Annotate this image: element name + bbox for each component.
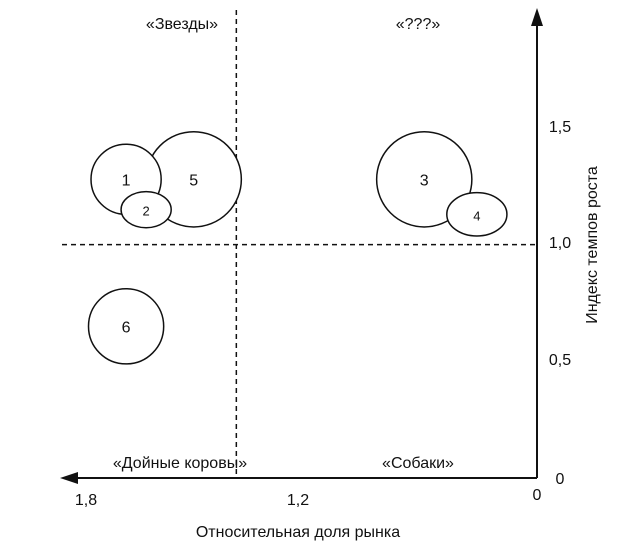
bubble-label-5: 5 xyxy=(189,172,198,189)
quadrant-label-dogs: «Собаки» xyxy=(382,455,454,472)
bubbles-layer: 5 3 6 1 4 2 xyxy=(87,130,508,365)
x-tick-label: 1,2 xyxy=(287,492,309,509)
bubble-4 xyxy=(446,191,508,237)
quadrant-label-cash-cows: «Дойные коровы» xyxy=(113,455,247,472)
quadrant-label-question: «???» xyxy=(396,16,441,33)
y-tick-label: 1,5 xyxy=(549,119,571,136)
bubble-label-2: 2 xyxy=(143,204,150,219)
bubble-label-4: 4 xyxy=(473,208,480,223)
x-axis-title: Относительная доля рынка xyxy=(196,524,400,541)
bubble-label-6: 6 xyxy=(122,319,131,336)
bubble-3 xyxy=(375,130,473,228)
bubble-2 xyxy=(120,190,172,229)
y-axis-arrow-icon xyxy=(531,8,543,26)
bubble-label-1: 1 xyxy=(122,172,131,189)
y-axis-title: Индекс темпов роста xyxy=(584,166,601,324)
bubble-label-3: 3 xyxy=(420,172,429,189)
x-axis-arrow-icon xyxy=(60,472,78,484)
y-tick-label: 1,0 xyxy=(549,235,571,252)
y-tick-label: 0,5 xyxy=(549,352,571,369)
bubble-6 xyxy=(87,288,165,365)
x-tick-label: 1,8 xyxy=(75,492,97,509)
x-tick-label: 0 xyxy=(533,487,542,504)
y-tick-label: 0 xyxy=(556,471,565,488)
quadrant-label-stars: «Звезды» xyxy=(146,16,218,33)
